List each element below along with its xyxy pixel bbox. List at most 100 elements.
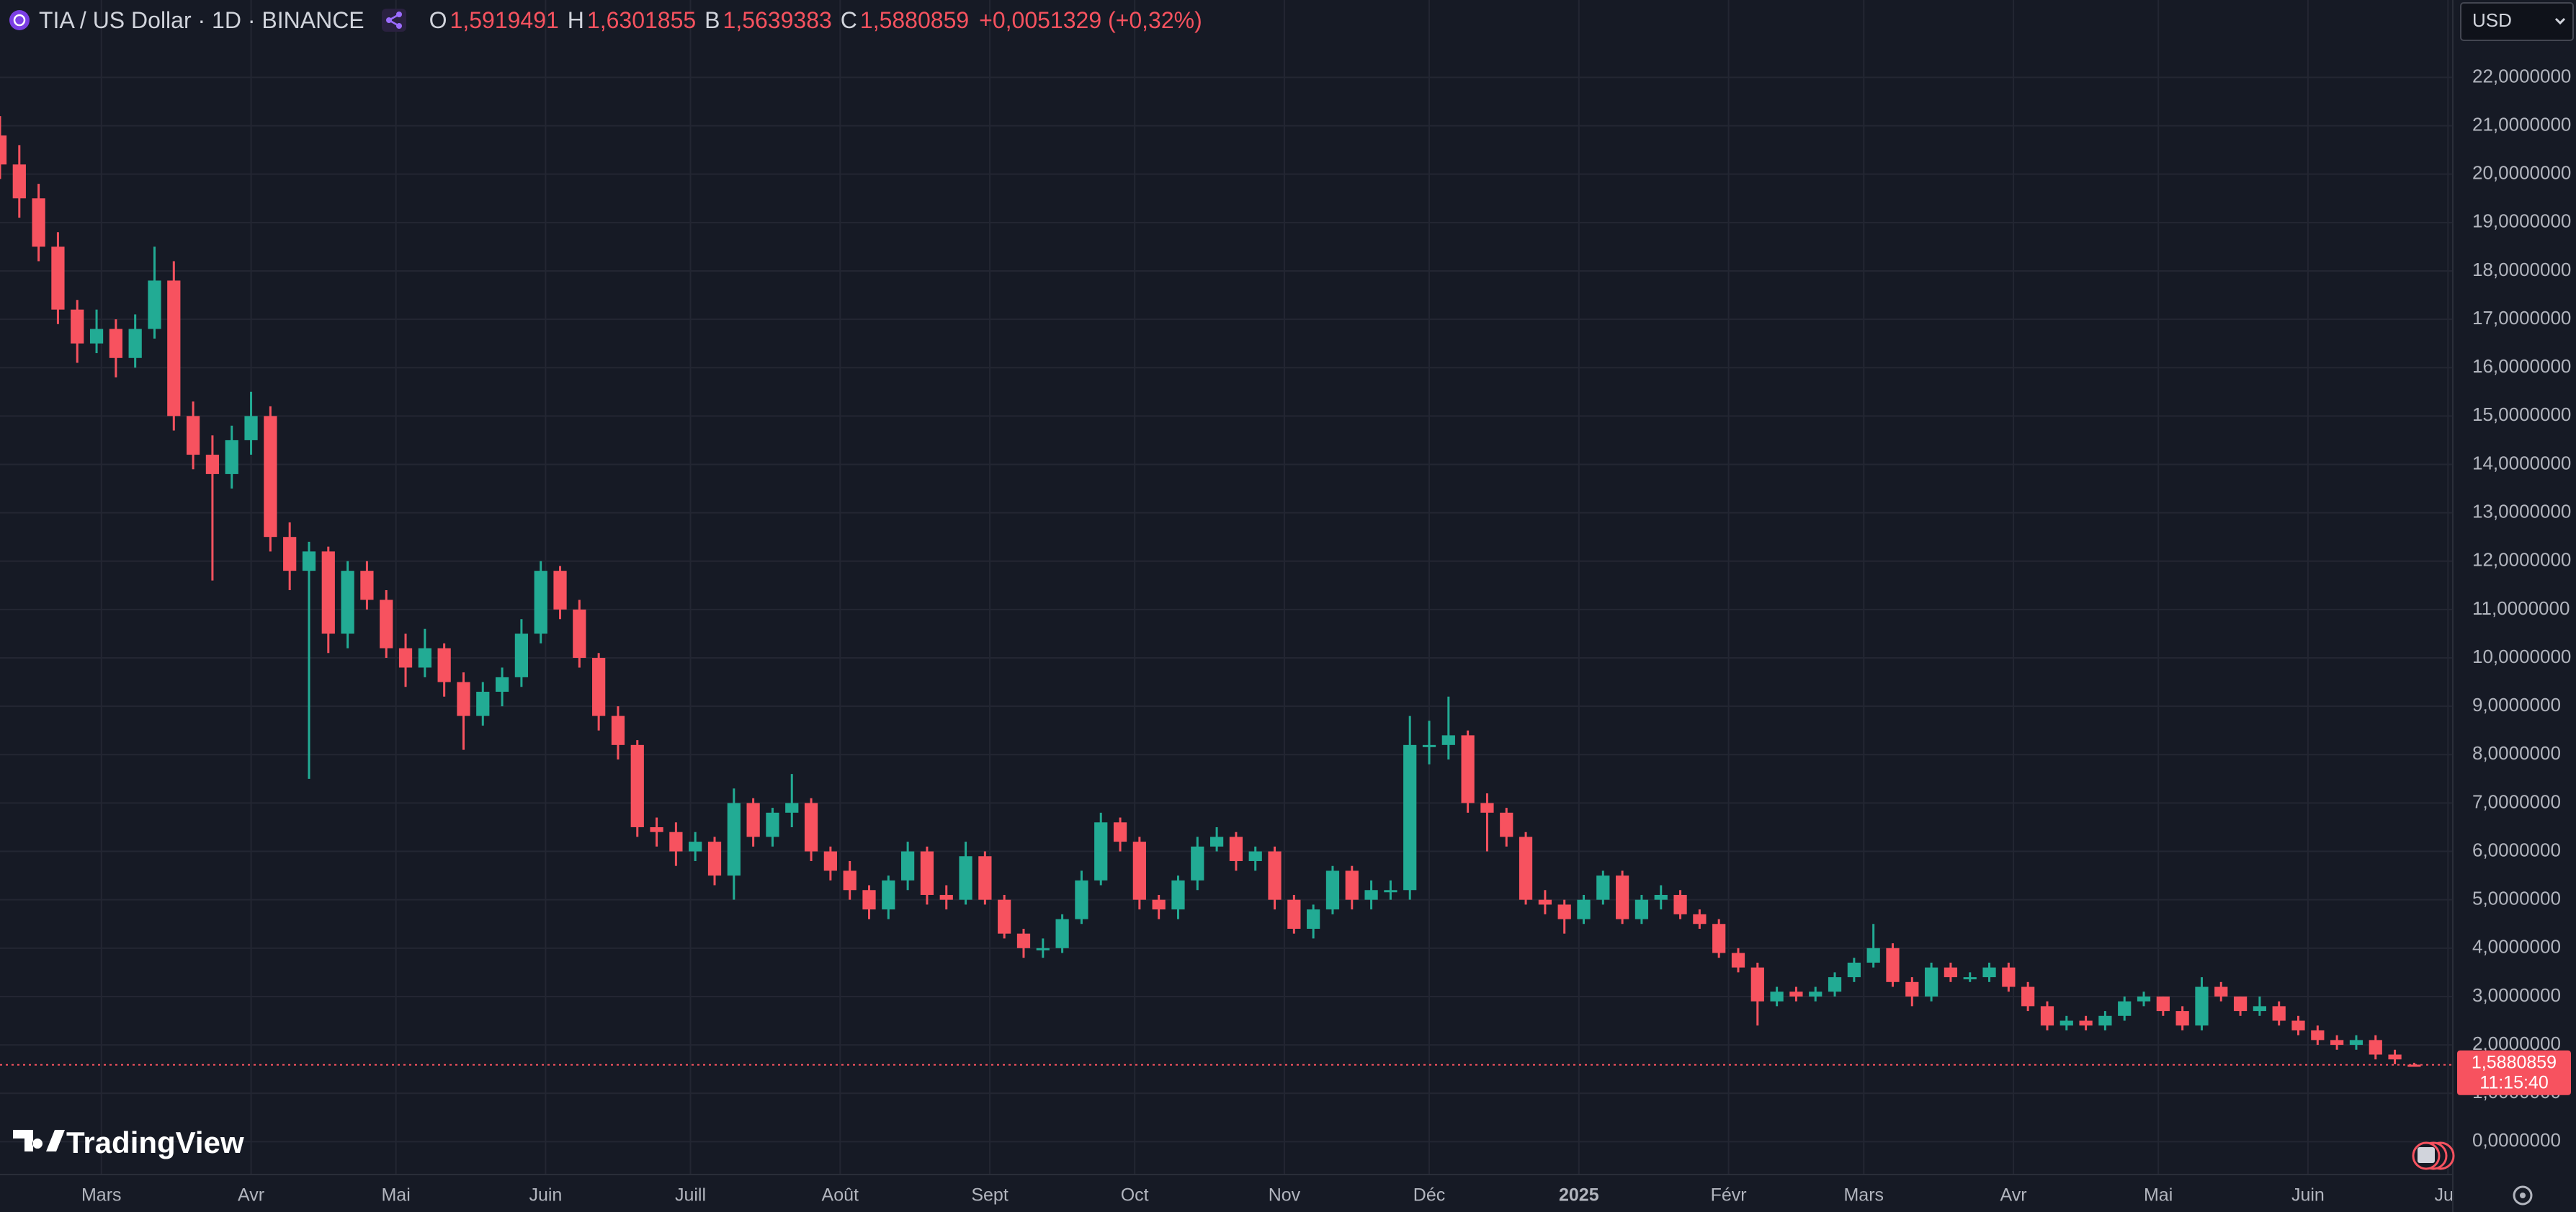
candle-body	[2175, 1011, 2189, 1026]
y-tick-label: 16,0000000	[2472, 355, 2571, 377]
candle-body	[186, 416, 200, 455]
candle-body	[611, 716, 625, 745]
candle-body	[12, 164, 26, 199]
candle-body	[689, 842, 702, 852]
candle-body	[2040, 1006, 2054, 1026]
countdown: 11:15:40	[2479, 1072, 2548, 1092]
candle-body	[1500, 812, 1513, 837]
candle-body	[2214, 986, 2228, 997]
candle-body	[167, 280, 181, 416]
last-price-box	[2457, 1050, 2571, 1095]
candle-body	[1171, 880, 1185, 910]
y-tick-label: 7,0000000	[2472, 790, 2561, 812]
ohlc-key: H	[567, 6, 584, 33]
ohlc-value: 1,6301855	[586, 6, 697, 33]
candle-body	[148, 280, 161, 329]
candle-body	[2349, 1040, 2363, 1046]
candle-body	[1750, 967, 1764, 1002]
candle-body	[978, 856, 992, 900]
candle-body	[1789, 992, 1803, 997]
candle-body	[2369, 1040, 2382, 1055]
candle-body	[959, 856, 972, 900]
candle-body	[920, 851, 934, 895]
ohlc-values: O 1,5919491 H 1,6301855 B 1,5639383 C 1,5880859	[421, 7, 970, 34]
y-tick-label: 5,0000000	[2472, 888, 2561, 909]
candle-body	[2098, 1015, 2112, 1026]
y-tick-label: 15,0000000	[2472, 404, 2571, 425]
ohlc-value: 1,5880859	[859, 6, 970, 33]
candle-body	[746, 803, 760, 837]
candle-body	[1634, 899, 1649, 919]
candle-body	[804, 803, 818, 852]
candle-body	[71, 309, 84, 344]
candle-body	[1924, 967, 1938, 997]
candle-body	[2002, 967, 2016, 987]
candle-body	[669, 832, 683, 852]
ohlc-value: 1,5919491	[450, 6, 559, 33]
candle-body	[882, 880, 895, 910]
candle-body	[1616, 875, 1629, 919]
candle-body	[1673, 894, 1687, 914]
x-tick-label: Mai	[2144, 1185, 2173, 1206]
candle-body	[1036, 948, 1050, 950]
last-price-label: 1,5880859	[2472, 1052, 2557, 1072]
y-tick-label: 14,0000000	[2472, 452, 2571, 473]
candle-body	[1441, 735, 1455, 745]
candle-body	[476, 692, 490, 716]
settings-icon[interactable]	[2513, 1185, 2533, 1206]
candle-body	[1693, 914, 1707, 924]
candle-body	[398, 648, 413, 668]
candle-body	[1905, 981, 1919, 997]
currency-label: USD	[2472, 9, 2512, 31]
candle-body	[1268, 851, 1282, 900]
y-tick-label: 4,0000000	[2472, 936, 2561, 958]
candle-body	[2330, 1040, 2344, 1046]
candle-body	[418, 648, 431, 668]
candle-body	[380, 600, 393, 649]
share-icon[interactable]	[377, 7, 421, 33]
candle-body	[109, 329, 122, 358]
y-tick-label: 8,0000000	[2472, 742, 2561, 764]
candle-body	[1847, 962, 1861, 978]
candle-body	[1886, 948, 1900, 982]
candle-body	[1307, 909, 1320, 929]
candle-body	[1325, 870, 1340, 910]
y-tick-label: 6,0000000	[2472, 839, 2561, 860]
candle-body	[862, 890, 876, 910]
candle-body	[205, 455, 220, 474]
symbol-title[interactable]: TIA / US Dollar · 1D · BINANCE	[39, 6, 365, 33]
candle-body	[89, 329, 104, 344]
x-tick-label: Juill	[675, 1185, 706, 1206]
change: +0,0051329 (+0,32%)	[979, 6, 1202, 33]
brand-name: TradingView	[66, 1126, 244, 1159]
price-axis	[2453, 0, 2576, 1212]
candle-body	[843, 870, 857, 891]
ohlc-value: 1,5639383	[723, 6, 832, 33]
y-tick-label: 18,0000000	[2472, 259, 2571, 280]
y-tick-label: 13,0000000	[2472, 500, 2571, 522]
x-tick-label: Avr	[238, 1185, 264, 1206]
candle-body	[2021, 986, 2035, 1007]
candle-body	[1016, 933, 1031, 948]
candle-body	[1731, 953, 1745, 968]
candle-body	[1191, 846, 1204, 881]
candle-body	[2388, 1054, 2402, 1060]
x-tick-label: 2025	[1559, 1185, 1599, 1206]
candle-body	[1519, 837, 1533, 900]
candle-body	[727, 803, 741, 876]
currency-select[interactable]	[2460, 2, 2574, 41]
candle-body	[2272, 1006, 2286, 1021]
candle-body	[1557, 904, 1571, 919]
candle-body	[1866, 948, 1880, 963]
candle-body	[1982, 967, 1996, 978]
y-tick-label: 12,0000000	[2472, 549, 2571, 571]
candle-body	[650, 826, 663, 832]
candle-body	[2253, 1006, 2267, 1012]
x-tick-label: Sept	[971, 1185, 1008, 1206]
candle-body	[2311, 1030, 2325, 1041]
y-tick-label: 19,0000000	[2472, 210, 2571, 232]
x-tick-label: Avr	[2000, 1185, 2027, 1206]
candle-body	[1712, 924, 1726, 953]
candle-body	[0, 135, 7, 165]
